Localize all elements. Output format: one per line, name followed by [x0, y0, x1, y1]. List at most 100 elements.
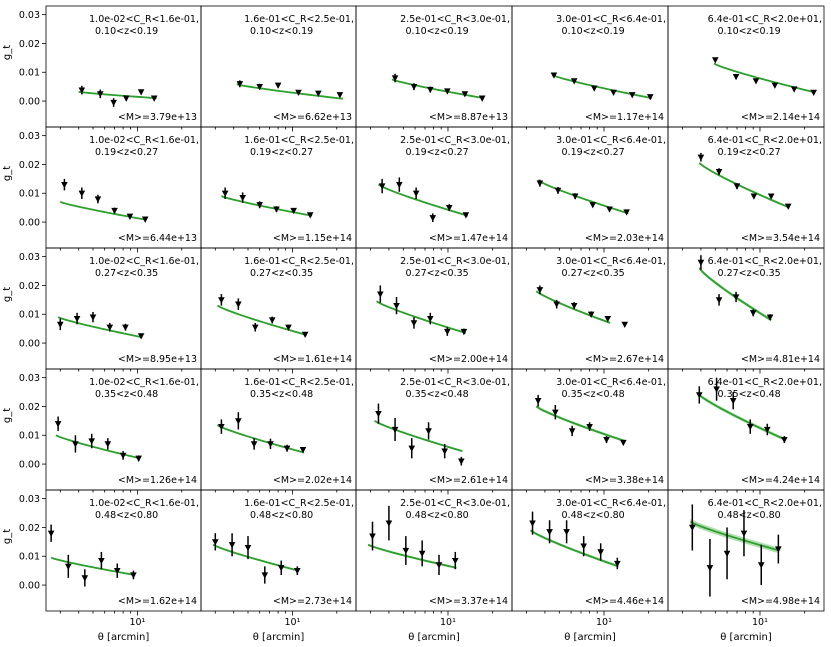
data-point-r1c0-4 [126, 213, 134, 220]
y-tick-label: 0.00 [19, 338, 40, 349]
cr-label-r1c1: 1.6e-01<C_R<2.5e-01, [244, 135, 354, 146]
data-point-r4c0-1 [65, 563, 72, 570]
y-tick-label: 0.00 [19, 217, 40, 228]
data-point-r3c3-0 [534, 398, 542, 405]
z-label-r1c3: 0.19<z<0.27 [562, 147, 625, 158]
data-point-r0c1-5 [336, 92, 344, 99]
data-point-r0c0-1 [96, 91, 104, 98]
mass-label-r0c4: <M>=2.14e+14 [741, 112, 820, 123]
data-point-r1c4-4 [767, 193, 775, 200]
x-axis-label: θ [arcmin] [720, 632, 772, 643]
cr-label-r3c2: 2.5e-01<C_R<3.0e-01, [400, 377, 510, 388]
y-tick-label: 0.00 [19, 96, 40, 107]
data-point-r3c4-0 [695, 392, 703, 399]
x-axis-label: θ [arcmin] [253, 632, 305, 643]
data-point-r0c1-4 [315, 90, 322, 97]
model-line-r1c0 [60, 201, 147, 221]
z-label-r4c0: 0.48<z<0.80 [95, 510, 158, 521]
data-point-r4c2-3 [418, 550, 426, 558]
data-point-r4c1-4 [277, 565, 285, 572]
data-point-r0c4-5 [810, 89, 817, 97]
z-label-r1c4: 0.19<z<0.27 [718, 147, 781, 158]
y-tick-label: 0.01 [19, 552, 40, 563]
data-point-r3c0-1 [72, 441, 79, 448]
data-point-r1c3-2 [571, 193, 579, 200]
z-label-r0c3: 0.10<z<0.19 [562, 26, 625, 37]
data-point-r1c0-1 [78, 190, 86, 197]
mass-label-r1c0: <M>=6.44e+13 [118, 233, 197, 244]
model-line-r4c4 [690, 520, 780, 552]
data-point-r3c0-4 [119, 452, 127, 460]
data-point-r1c4-1 [715, 169, 723, 176]
cr-label-r3c1: 1.6e-01<C_R<2.5e-01, [244, 377, 354, 388]
z-label-r2c3: 0.27<z<0.35 [562, 268, 625, 279]
y-axis-label: g_t [2, 408, 13, 423]
data-point-r3c1-4 [283, 445, 291, 452]
y-tick-label: 0.01 [19, 310, 40, 321]
model-line-r1c4 [698, 162, 790, 209]
data-point-r3c2-0 [375, 411, 382, 418]
y-tick-label: 0.02 [19, 402, 40, 413]
model-line-r0c3 [552, 74, 652, 100]
z-label-r3c4: 0.35<z<0.48 [718, 389, 781, 400]
data-point-r3c3-3 [586, 423, 593, 431]
cr-label-r3c4: 6.4e-01<C_R<2.0e+01, [708, 377, 822, 388]
data-point-r0c2-0 [391, 75, 399, 82]
data-point-r1c3-0 [536, 180, 544, 187]
data-point-r0c3-5 [646, 94, 654, 101]
data-point-r0c3-4 [628, 92, 636, 99]
y-tick-label: 0.03 [19, 494, 40, 505]
data-point-r4c2-1 [385, 520, 393, 527]
z-label-r2c4: 0.27<z<0.35 [718, 268, 781, 279]
model-line-r3c4 [697, 392, 786, 441]
data-point-r4c1-1 [228, 542, 236, 549]
data-point-r3c4-2 [729, 398, 737, 405]
data-point-r3c3-2 [568, 428, 576, 435]
data-point-r1c2-2 [412, 190, 420, 197]
data-point-r4c1-5 [294, 568, 301, 575]
x-tick-label: 10¹ [596, 617, 612, 628]
data-point-r1c0-5 [141, 216, 149, 223]
data-point-r1c2-3 [429, 215, 437, 222]
z-label-r4c1: 0.48<z<0.80 [250, 510, 313, 521]
data-point-r3c0-3 [104, 441, 112, 448]
data-point-r2c0-1 [73, 315, 81, 323]
data-point-r4c0-4 [113, 568, 121, 575]
data-point-r0c4-4 [790, 86, 798, 93]
z-label-r4c3: 0.48<z<0.80 [562, 510, 625, 521]
data-point-r3c3-5 [620, 439, 627, 447]
data-point-r2c3-2 [570, 302, 578, 310]
data-point-r2c1-0 [218, 297, 225, 304]
model-line-r3c2 [374, 420, 463, 452]
data-point-r4c1-3 [261, 572, 269, 579]
model-line-r4c2 [367, 543, 457, 569]
data-point-r2c1-3 [268, 317, 276, 324]
data-point-r3c1-0 [218, 423, 225, 431]
data-point-r2c0-2 [89, 314, 97, 321]
data-point-r0c0-4 [137, 89, 145, 96]
data-point-r2c4-0 [697, 259, 705, 267]
data-point-r2c1-5 [301, 331, 309, 339]
data-point-r4c2-5 [451, 557, 459, 565]
data-point-r2c4-4 [766, 314, 774, 321]
data-point-r4c1-0 [211, 539, 219, 546]
model-band-r4c4 [690, 518, 780, 554]
data-point-r2c3-5 [621, 321, 629, 328]
mass-label-r2c4: <M>=4.81e+14 [741, 354, 820, 365]
data-point-r0c3-1 [570, 78, 578, 85]
model-line-r4c1 [212, 543, 299, 572]
model-line-r3c1 [216, 424, 305, 454]
mass-label-r0c3: <M>=1.17e+14 [585, 112, 664, 123]
cr-label-r0c1: 1.6e-01<C_R<2.5e-01, [244, 14, 354, 25]
data-point-r3c1-5 [299, 447, 307, 454]
cr-label-r0c4: 6.4e-01<C_R<2.0e+01, [708, 14, 822, 25]
mass-label-r4c3: <M>=4.46e+14 [585, 596, 664, 607]
z-label-r1c2: 0.19<z<0.27 [406, 147, 469, 158]
y-tick-label: 0.02 [19, 523, 40, 534]
data-point-r3c2-3 [425, 428, 432, 435]
mass-label-r3c4: <M>=4.24e+14 [741, 475, 820, 486]
data-point-r3c2-4 [441, 448, 448, 455]
model-line-r2c2 [376, 300, 467, 334]
data-point-r1c4-5 [784, 203, 792, 210]
data-point-r2c0-0 [56, 321, 64, 328]
